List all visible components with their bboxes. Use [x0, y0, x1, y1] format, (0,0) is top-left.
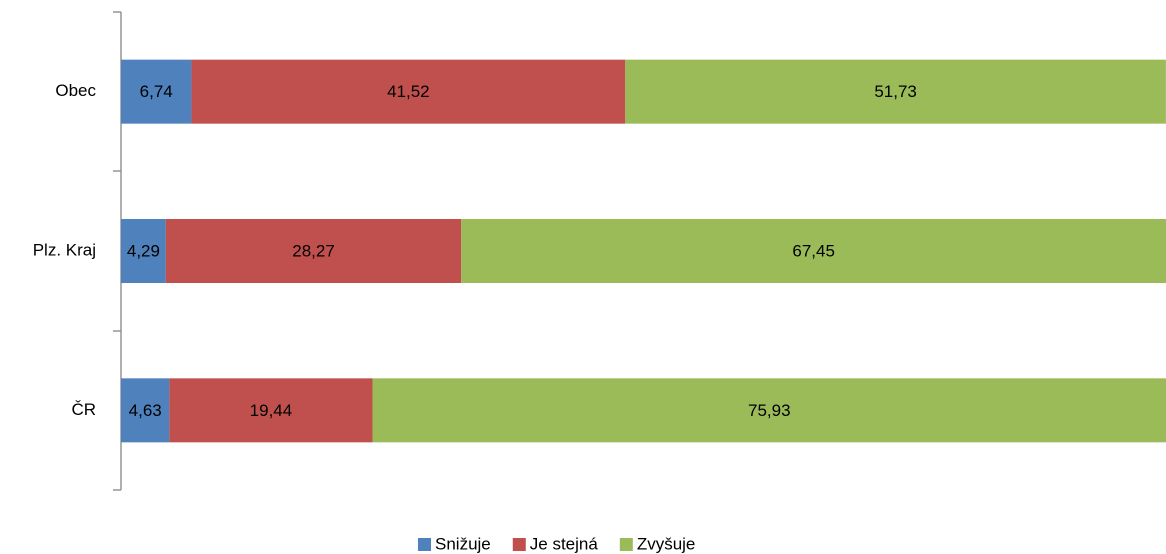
bar-segment — [165, 219, 462, 283]
data-label: 6,74 — [140, 82, 173, 101]
data-label: 4,29 — [127, 241, 160, 260]
data-label: 4,63 — [129, 401, 162, 420]
y-tick-label: Obec — [55, 81, 96, 100]
bar-segment — [461, 219, 1166, 283]
bar-segment — [121, 378, 170, 443]
bar-segment — [372, 378, 1166, 443]
data-label: 75,93 — [748, 401, 791, 420]
data-label: 51,73 — [874, 82, 917, 101]
data-label: 67,45 — [792, 241, 835, 260]
legend-label: Zvyšuje — [637, 534, 696, 553]
data-label: 41,52 — [387, 82, 430, 101]
y-tick-label: ČR — [71, 400, 96, 419]
legend-label: Snižuje — [435, 534, 491, 553]
y-tick-label: Plz. Kraj — [33, 240, 96, 259]
legend-swatch — [619, 538, 633, 551]
legend-label: Je stejná — [530, 534, 599, 553]
legend-swatch — [418, 538, 431, 551]
data-label: 19,44 — [250, 401, 293, 420]
category-axis — [113, 11, 122, 491]
bar-segment — [169, 378, 373, 443]
bar-segment — [121, 59, 192, 124]
bar-segment — [191, 59, 626, 124]
legend-swatch — [512, 538, 526, 551]
data-label: 28,27 — [292, 241, 335, 260]
bar-segment — [625, 59, 1166, 124]
bar-segment — [121, 219, 166, 283]
